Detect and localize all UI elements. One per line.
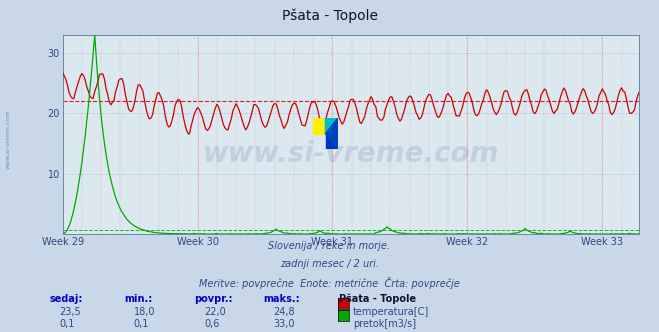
Text: povpr.:: povpr.: bbox=[194, 294, 233, 304]
Polygon shape bbox=[313, 118, 326, 133]
Text: Pšata - Topole: Pšata - Topole bbox=[339, 294, 416, 304]
Text: 24,8: 24,8 bbox=[273, 307, 295, 317]
Text: www.si-vreme.com: www.si-vreme.com bbox=[5, 110, 11, 169]
Text: sedaj:: sedaj: bbox=[49, 294, 83, 304]
Text: 0,1: 0,1 bbox=[59, 319, 74, 329]
Polygon shape bbox=[326, 118, 338, 133]
Polygon shape bbox=[326, 118, 338, 149]
Text: www.si-vreme.com: www.si-vreme.com bbox=[203, 140, 499, 168]
Text: 18,0: 18,0 bbox=[134, 307, 156, 317]
Text: Meritve: povprečne  Enote: metrične  Črta: povprečje: Meritve: povprečne Enote: metrične Črta:… bbox=[199, 277, 460, 289]
Polygon shape bbox=[326, 118, 338, 133]
Text: 0,6: 0,6 bbox=[204, 319, 219, 329]
Text: Slovenija / reke in morje.: Slovenija / reke in morje. bbox=[268, 241, 391, 251]
Text: min.:: min.: bbox=[124, 294, 152, 304]
Text: 22,0: 22,0 bbox=[204, 307, 226, 317]
Text: 0,1: 0,1 bbox=[134, 319, 149, 329]
Text: maks.:: maks.: bbox=[264, 294, 301, 304]
Polygon shape bbox=[326, 133, 338, 149]
Text: 33,0: 33,0 bbox=[273, 319, 295, 329]
Text: Pšata - Topole: Pšata - Topole bbox=[281, 8, 378, 23]
Text: zadnji mesec / 2 uri.: zadnji mesec / 2 uri. bbox=[280, 259, 379, 269]
Text: 23,5: 23,5 bbox=[59, 307, 81, 317]
Text: temperatura[C]: temperatura[C] bbox=[353, 307, 430, 317]
Text: pretok[m3/s]: pretok[m3/s] bbox=[353, 319, 416, 329]
